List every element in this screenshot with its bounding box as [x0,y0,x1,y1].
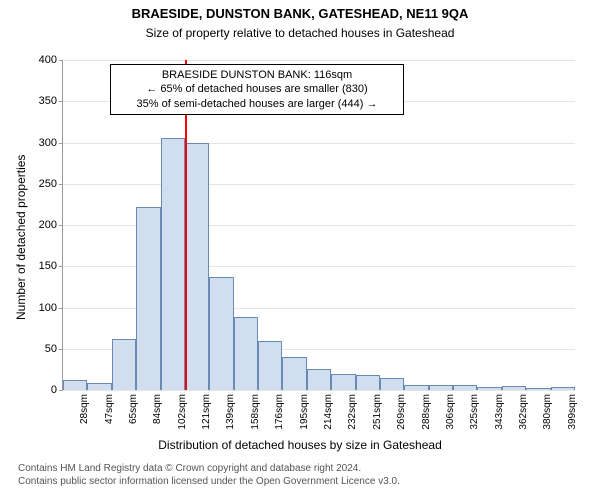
annotation-line2: ← 65% of detached houses are smaller (83… [117,82,397,96]
xtick-label: 232sqm [347,394,358,430]
bar [356,375,380,390]
chart-container: { "title": "BRAESIDE, DUNSTON BANK, GATE… [0,0,600,500]
annotation-line1: BRAESIDE DUNSTON BANK: 116sqm [117,68,397,82]
bar [526,388,550,390]
bar [477,387,501,390]
bar [404,385,428,390]
bar [209,277,233,390]
ytick-mark [59,101,63,102]
bar [380,378,404,390]
gridline [63,390,575,391]
ytick-label: 200 [39,219,57,231]
xtick-label: 121sqm [201,394,212,430]
xtick-label: 214sqm [323,394,334,430]
ytick-label: 300 [39,137,57,149]
bar [87,383,111,390]
bar [282,357,306,390]
gridline [63,184,575,185]
xtick-label: 47sqm [104,394,115,424]
ytick-label: 400 [39,54,57,66]
xtick-label: 65sqm [128,394,139,424]
footer: Contains HM Land Registry data © Crown c… [18,462,400,488]
ytick-mark [59,308,63,309]
footer-line2: Contains public sector information licen… [18,475,400,488]
ytick-mark [59,390,63,391]
xtick-label: 251sqm [372,394,383,430]
ytick-mark [59,349,63,350]
ytick-label: 100 [39,302,57,314]
bar [502,386,526,390]
bar [234,317,258,390]
chart-title: BRAESIDE, DUNSTON BANK, GATESHEAD, NE11 … [0,6,600,21]
ytick-label: 250 [39,178,57,190]
xtick-label: 343sqm [494,394,505,430]
xtick-label: 195sqm [299,394,310,430]
xtick-label: 84sqm [152,394,163,424]
xtick-label: 306sqm [445,394,456,430]
ytick-label: 0 [51,384,57,396]
bar [136,207,160,390]
ytick-label: 150 [39,260,57,272]
bar [307,369,331,390]
bar [331,374,355,391]
ytick-label: 350 [39,95,57,107]
xtick-label: 28sqm [79,394,90,424]
xtick-label: 325sqm [469,394,480,430]
ytick-mark [59,184,63,185]
bar [161,138,185,390]
annotation-line3: 35% of semi-detached houses are larger (… [117,97,397,111]
xtick-label: 102sqm [177,394,188,430]
bar [112,339,136,390]
xtick-label: 139sqm [225,394,236,430]
xtick-label: 399sqm [567,394,578,430]
bar [63,380,87,390]
ytick-mark [59,266,63,267]
ytick-mark [59,60,63,61]
footer-line1: Contains HM Land Registry data © Crown c… [18,462,400,475]
ytick-mark [59,225,63,226]
bar [429,385,453,390]
bar [258,341,282,391]
gridline [63,60,575,61]
y-axis-label: Number of detached properties [14,155,28,320]
bar [453,385,477,390]
x-axis-label: Distribution of detached houses by size … [0,438,600,452]
xtick-label: 362sqm [518,394,529,430]
xtick-label: 380sqm [542,394,553,430]
ytick-label: 50 [45,343,57,355]
bar [185,143,209,391]
ytick-mark [59,143,63,144]
annotation-box: BRAESIDE DUNSTON BANK: 116sqm ← 65% of d… [110,64,404,115]
bar [551,387,575,390]
xtick-label: 269sqm [396,394,407,430]
gridline [63,143,575,144]
xtick-label: 176sqm [274,394,285,430]
xtick-label: 288sqm [421,394,432,430]
chart-subtitle: Size of property relative to detached ho… [0,26,600,40]
xtick-label: 158sqm [250,394,261,430]
